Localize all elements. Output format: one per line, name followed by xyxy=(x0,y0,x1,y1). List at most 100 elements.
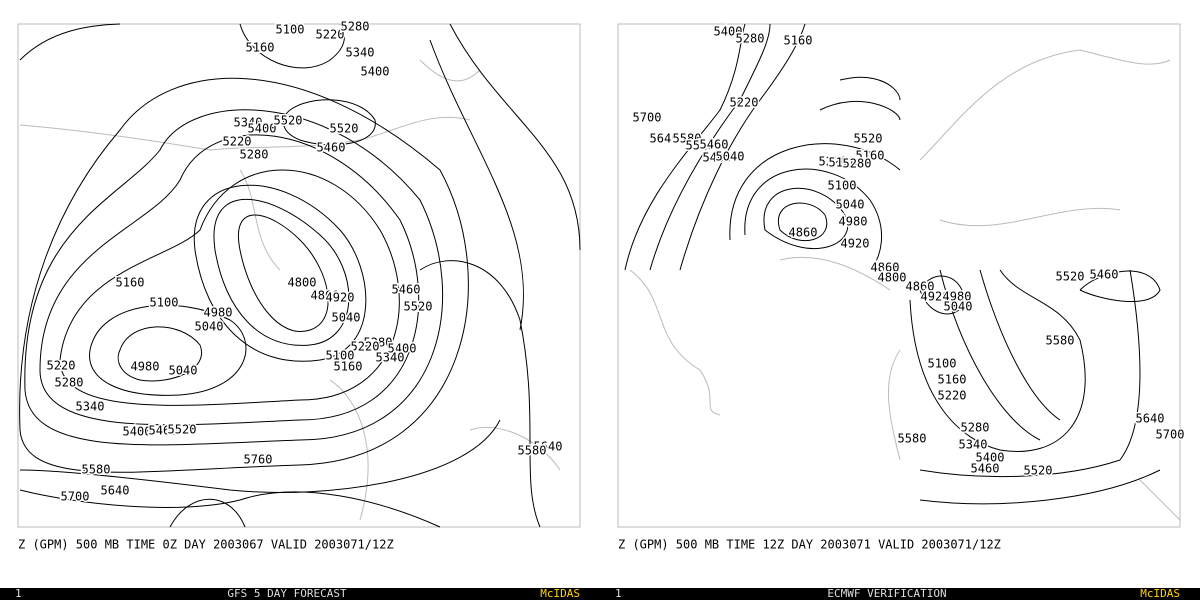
contour-label: 5460 xyxy=(392,283,421,297)
contour-label: 4980 xyxy=(839,215,868,229)
contour-label: 5580 xyxy=(1046,334,1075,348)
contour-label: 4980 xyxy=(204,306,233,320)
contour-label: 5220 xyxy=(47,359,76,373)
contour-label: 5100 xyxy=(326,349,355,363)
contour-label: 5220 xyxy=(938,389,967,403)
contour-label: 5700 xyxy=(61,490,90,504)
contour-label: 5220 xyxy=(223,135,252,149)
contours xyxy=(624,23,1161,505)
contour-label: 5280 xyxy=(364,336,393,350)
contour-label: 5580 xyxy=(82,463,111,477)
contour-label: 5040 xyxy=(332,311,361,325)
contour-label: 5640 xyxy=(101,484,130,498)
contour-label: 5280 xyxy=(341,20,370,34)
brand: McIDAS xyxy=(1140,587,1180,600)
contour-label: 5340 xyxy=(346,46,375,60)
contour-label: 4920 xyxy=(326,291,355,305)
contour-label: 5340 xyxy=(376,351,405,365)
contour-label: 5280 xyxy=(961,421,990,435)
contour-label: 5520 xyxy=(274,114,303,128)
contour-label: 5280 xyxy=(736,32,765,46)
contour-label: 4800 xyxy=(288,276,317,290)
contour-label: 5100 xyxy=(928,357,957,371)
contour-label: 5400 xyxy=(248,122,277,136)
contour-label: 4920 xyxy=(841,237,870,251)
contour-label: 4920 xyxy=(921,290,950,304)
contour-label: 5640 xyxy=(1136,412,1165,426)
contour-label: 5760 xyxy=(244,453,273,467)
contour-label: 4980 xyxy=(131,360,160,374)
contour-label: 5460 xyxy=(149,424,178,438)
contour-label: 5100 xyxy=(276,23,305,37)
contour-label: 4860 xyxy=(906,280,935,294)
frame-number: 1 xyxy=(15,587,22,600)
contour-label: 5280 xyxy=(55,376,84,390)
contour-label: 5160 xyxy=(334,360,363,374)
map-caption: Z (GPM) 500 MB TIME 0Z DAY 2003067 VALID… xyxy=(18,538,394,552)
contour-label: 5640 xyxy=(650,132,679,146)
contour-label: 5160 xyxy=(856,149,885,163)
contour-label: 5520 xyxy=(1056,270,1085,284)
contour-label: 5460 xyxy=(971,462,1000,476)
contour-label: 5220 xyxy=(316,28,345,42)
contour-label: 5460 xyxy=(1090,268,1119,282)
frame-number: 1 xyxy=(615,587,622,600)
contour-label: 5220 xyxy=(730,96,759,110)
right-map xyxy=(617,23,1181,528)
contour-label: 4860 xyxy=(789,226,818,240)
contour-label: 5040 xyxy=(195,320,224,334)
map-caption: Z (GPM) 500 MB TIME 12Z DAY 2003071 VALI… xyxy=(618,538,1001,552)
contour-label: 5100 xyxy=(829,156,858,170)
left-map xyxy=(17,23,581,528)
contour-label: 5580 xyxy=(898,432,927,446)
contour-label: 5100 xyxy=(828,179,857,193)
contour-label: 4860 xyxy=(311,289,340,303)
contour-label: 5400 xyxy=(976,451,1005,465)
contour-label: 5040 xyxy=(836,198,865,212)
contour-label: 5280 xyxy=(843,157,872,171)
coastline xyxy=(19,59,561,521)
contour-label: 5340 xyxy=(234,116,263,130)
brand: McIDAS xyxy=(540,587,580,600)
contour-label: 5460 xyxy=(317,141,346,155)
contour-label: 5400 xyxy=(388,342,417,356)
contours xyxy=(19,23,581,528)
contour-label: 5040 xyxy=(169,364,198,378)
contour-label: 5040 xyxy=(716,150,745,164)
contour-label: 4980 xyxy=(943,290,972,304)
contour-label: 5400 xyxy=(361,65,390,79)
contour-label: 5280 xyxy=(240,148,269,162)
contour-label: 5700 xyxy=(633,111,662,125)
map-frame xyxy=(617,23,1181,528)
contour-label: 5040 xyxy=(944,300,973,314)
contour-label: 5160 xyxy=(784,34,813,48)
contour-label: 5520 xyxy=(686,139,715,153)
contour-label: 5520 xyxy=(330,122,359,136)
frame-title: ECMWF VERIFICATION xyxy=(827,587,946,600)
contour-label: 5340 xyxy=(959,438,988,452)
contour-label: 5400 xyxy=(123,425,152,439)
contour-label: 5160 xyxy=(938,373,967,387)
contour-label: 5520 xyxy=(854,132,883,146)
contour-label: 4800 xyxy=(878,271,907,285)
contour-label: 5520 xyxy=(168,423,197,437)
frame-title: GFS 5 DAY FORECAST xyxy=(227,587,347,600)
coastline xyxy=(629,49,1181,521)
contour-label: 5580 xyxy=(518,444,547,458)
contour-label: 5220 xyxy=(819,155,848,169)
contour-label: 5640 xyxy=(534,440,563,454)
contour-label: 5340 xyxy=(76,400,105,414)
contour-label: 5160 xyxy=(246,41,275,55)
contour-label: 5100 xyxy=(150,296,179,310)
contour-label: 5520 xyxy=(1024,464,1053,478)
contour-label: 4860 xyxy=(871,261,900,275)
status-bar xyxy=(0,588,600,600)
contour-label: 5160 xyxy=(116,276,145,290)
contour-label: 5700 xyxy=(1156,428,1185,442)
contour-label: 5220 xyxy=(351,340,380,354)
contour-label: 5400 xyxy=(703,151,732,165)
contour-label: 5460 xyxy=(700,138,729,152)
contour-label: 5400 xyxy=(714,25,743,39)
